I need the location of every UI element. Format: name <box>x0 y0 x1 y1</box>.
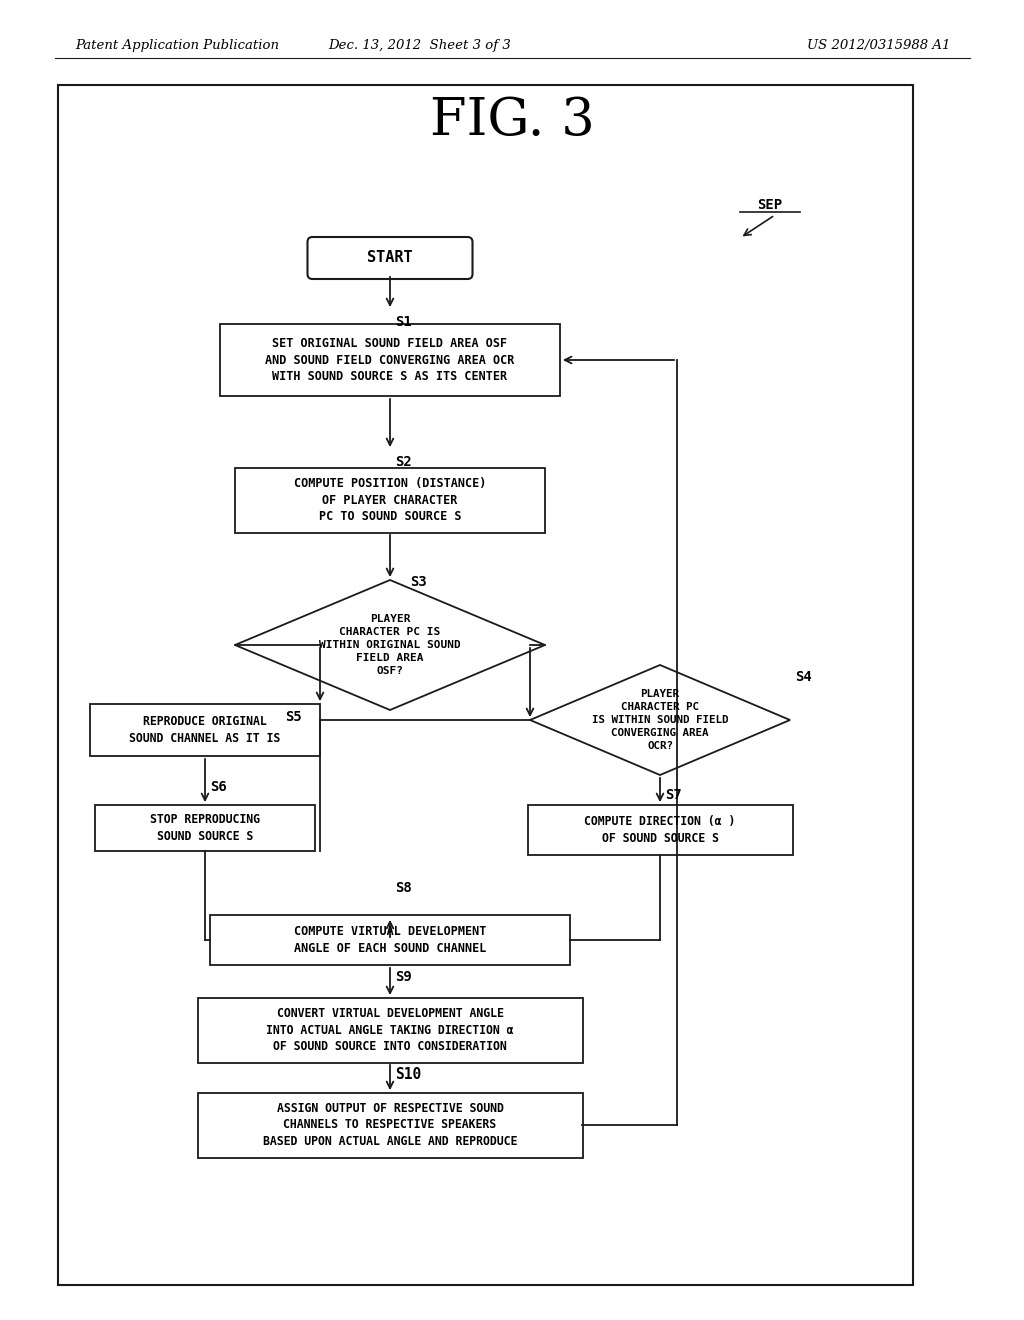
Bar <box>90 704 319 756</box>
Text: SET ORIGINAL SOUND FIELD AREA OSF
AND SOUND FIELD CONVERGING AREA OCR
WITH SOUND: SET ORIGINAL SOUND FIELD AREA OSF AND SO… <box>265 337 515 383</box>
Text: Patent Application Publication: Patent Application Publication <box>75 38 279 51</box>
Text: FIG. 3: FIG. 3 <box>430 95 594 145</box>
Text: PLAYER
CHARACTER PC IS
WITHIN ORIGINAL SOUND
FIELD AREA
OSF?: PLAYER CHARACTER PC IS WITHIN ORIGINAL S… <box>319 614 461 676</box>
Bar <box>234 467 545 532</box>
Text: START: START <box>368 251 413 265</box>
Bar <box>198 1093 583 1158</box>
Text: US 2012/0315988 A1: US 2012/0315988 A1 <box>807 38 950 51</box>
Text: S7: S7 <box>665 788 682 803</box>
Bar <box>220 323 560 396</box>
Text: S9: S9 <box>395 970 412 983</box>
Text: PLAYER
CHARACTER PC
IS WITHIN SOUND FIELD
CONVERGING AREA
OCR?: PLAYER CHARACTER PC IS WITHIN SOUND FIEL… <box>592 689 728 751</box>
Text: Dec. 13, 2012  Sheet 3 of 3: Dec. 13, 2012 Sheet 3 of 3 <box>329 38 511 51</box>
Text: COMPUTE VIRTUAL DEVELOPMENT
ANGLE OF EACH SOUND CHANNEL: COMPUTE VIRTUAL DEVELOPMENT ANGLE OF EAC… <box>294 925 486 954</box>
Polygon shape <box>234 579 545 710</box>
Text: REPRODUCE ORIGINAL
SOUND CHANNEL AS IT IS: REPRODUCE ORIGINAL SOUND CHANNEL AS IT I… <box>129 715 281 744</box>
Text: S8: S8 <box>395 880 412 895</box>
Text: S2: S2 <box>395 455 412 469</box>
Text: S6: S6 <box>210 780 226 795</box>
Bar <box>210 915 570 965</box>
Bar <box>58 84 913 1284</box>
Text: STOP REPRODUCING
SOUND SOURCE S: STOP REPRODUCING SOUND SOURCE S <box>150 813 260 842</box>
Text: ASSIGN OUTPUT OF RESPECTIVE SOUND
CHANNELS TO RESPECTIVE SPEAKERS
BASED UPON ACT: ASSIGN OUTPUT OF RESPECTIVE SOUND CHANNE… <box>263 1102 517 1148</box>
Text: CONVERT VIRTUAL DEVELOPMENT ANGLE
INTO ACTUAL ANGLE TAKING DIRECTION α
OF SOUND : CONVERT VIRTUAL DEVELOPMENT ANGLE INTO A… <box>266 1007 514 1053</box>
Text: S4: S4 <box>795 671 812 684</box>
Text: S1: S1 <box>395 315 412 329</box>
Bar <box>198 998 583 1063</box>
Bar <box>527 805 793 855</box>
FancyBboxPatch shape <box>307 238 472 279</box>
Text: SEP: SEP <box>758 198 782 213</box>
Polygon shape <box>530 665 790 775</box>
Text: S5: S5 <box>285 710 302 723</box>
Text: COMPUTE DIRECTION (α )
OF SOUND SOURCE S: COMPUTE DIRECTION (α ) OF SOUND SOURCE S <box>585 816 735 845</box>
Text: S10: S10 <box>395 1067 421 1082</box>
Text: COMPUTE POSITION (DISTANCE)
OF PLAYER CHARACTER
PC TO SOUND SOURCE S: COMPUTE POSITION (DISTANCE) OF PLAYER CH… <box>294 477 486 523</box>
Text: S3: S3 <box>410 576 427 589</box>
Bar <box>95 805 315 851</box>
